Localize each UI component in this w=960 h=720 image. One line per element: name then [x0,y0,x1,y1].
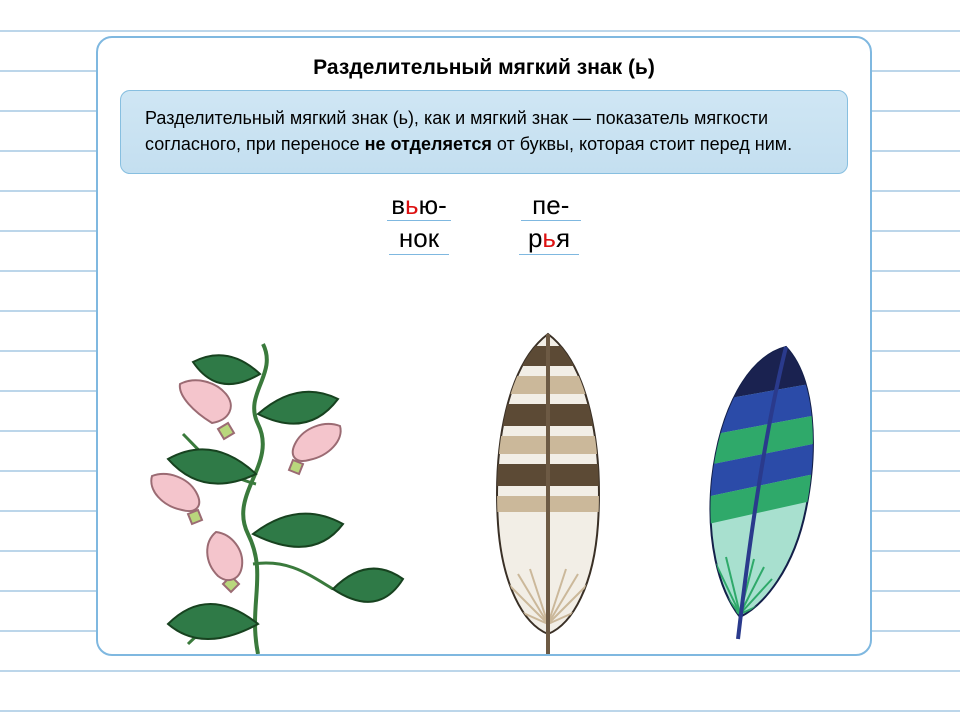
card-title: Разделительный мягкий знак (ь) [120,56,848,80]
syllable-examples: вью- пе- нок рья [120,192,848,255]
feather-blue-illustration [668,339,838,649]
illustrations [98,314,870,654]
syllable-r2c1: нок [389,225,449,254]
lesson-card: Разделительный мягкий знак (ь) Разделите… [96,36,872,656]
syllable-r1c1: вью- [387,192,451,221]
syllable-r1c2: пе- [521,192,581,221]
syllable-r2c2: рья [519,225,579,254]
rule-text-bold: не отделяется [365,134,492,154]
syllable-row-2: нок рья [120,225,848,254]
feather-brown-illustration [458,324,638,654]
plant-illustration [108,324,408,654]
rule-text-after: от буквы, которая стоит перед ним. [492,134,792,154]
syllable-row-1: вью- пе- [120,192,848,221]
rule-box: Разделительный мягкий знак (ь), как и мя… [120,90,848,174]
